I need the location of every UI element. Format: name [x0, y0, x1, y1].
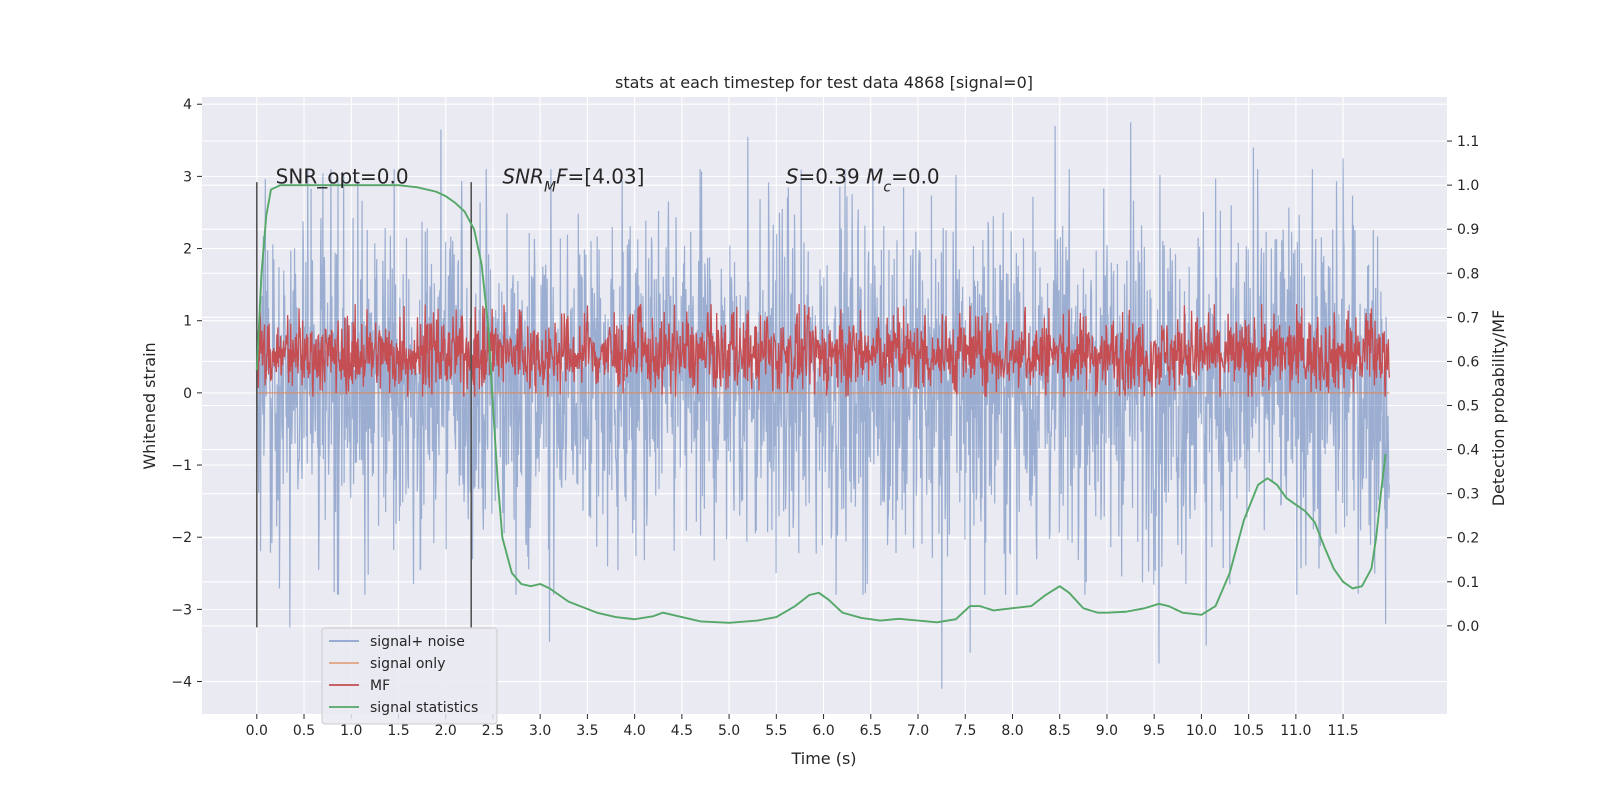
- y-right-tick-label: 0.8: [1457, 266, 1479, 282]
- x-tick-label: 4.0: [623, 723, 645, 739]
- legend-label: signal only: [370, 656, 445, 672]
- y-right-axis-ticks: 0.0 0.1 0.2 0.3 0.4 0.5 0.6 0.7 0.8 0.9 1.0 1.1: [1447, 134, 1479, 635]
- x-tick-label: 7.0: [907, 723, 929, 739]
- y-left-axis-ticks: −4 −3 −2 −1 0 1 2 3 4: [171, 97, 202, 691]
- x-tick-label: 2.5: [482, 723, 504, 739]
- x-axis-title: Time (s): [790, 749, 856, 768]
- x-tick-label: 5.5: [765, 723, 787, 739]
- signal-statistics-line: [255, 184, 1387, 624]
- x-tick-label: 11.5: [1328, 723, 1359, 739]
- y-right-tick-label: 1.1: [1457, 134, 1479, 150]
- annotations: SNR_opt=0.0 SNRMF=[4.03] S=0.39 Mc=0.0: [276, 164, 940, 195]
- x-tick-label: 8.5: [1049, 723, 1071, 739]
- y-right-tick-label: 0.2: [1457, 531, 1479, 547]
- y-left-tick-label: 1: [183, 314, 192, 330]
- x-tick-label: 0.5: [293, 723, 315, 739]
- annotation-0: SNR_opt=0.0: [276, 164, 409, 188]
- y-right-tick-label: 0.1: [1457, 575, 1479, 591]
- series-signal-statistics: [255, 184, 1387, 624]
- x-tick-label: 1.5: [387, 723, 409, 739]
- signal-noise-line: [256, 122, 1390, 689]
- y-left-axis-title: Whitened strain: [140, 342, 159, 469]
- y-left-tick-label: 3: [183, 169, 192, 185]
- x-tick-label: 6.5: [860, 723, 882, 739]
- y-left-tick-label: −3: [171, 602, 192, 618]
- x-tick-label: 3.0: [529, 723, 551, 739]
- y-right-tick-label: 1.0: [1457, 178, 1479, 194]
- y-left-tick-label: −1: [171, 458, 192, 474]
- legend-label: MF: [370, 678, 390, 694]
- x-axis-ticks: 0.0 0.5 1.0 1.5 2.0 2.5 3.0 3.5 4.0 4.5 5.0 5.5 6.0 6…: [246, 714, 1359, 739]
- y-left-tick-label: −4: [171, 675, 192, 691]
- legend-box: [321, 627, 498, 725]
- y-left-tick-label: 4: [183, 97, 192, 113]
- y-right-tick-label: 0.5: [1457, 399, 1479, 415]
- x-tick-label: 8.0: [1001, 723, 1023, 739]
- y-right-tick-label: 0.7: [1457, 310, 1479, 326]
- x-tick-label: 9.0: [1096, 723, 1118, 739]
- y-left-tick-label: 0: [183, 386, 192, 402]
- annotation-2: S=0.39 Mc=0.0: [786, 164, 940, 195]
- y-right-tick-label: 0.9: [1457, 222, 1479, 238]
- x-tick-label: 3.5: [576, 723, 598, 739]
- y-right-tick-label: 0.3: [1457, 487, 1479, 503]
- annotation-1: SNRMF=[4.03]: [502, 164, 644, 195]
- x-tick-label: 0.0: [246, 723, 268, 739]
- x-tick-label: 7.5: [954, 723, 976, 739]
- series-signal-noise: [256, 122, 1390, 689]
- series-mf: [256, 304, 1391, 397]
- x-tick-label: 10.5: [1233, 723, 1264, 739]
- y-right-tick-label: 0.0: [1457, 619, 1479, 635]
- chart-title: stats at each timestep for test data 486…: [615, 73, 1033, 92]
- x-tick-label: 4.5: [671, 723, 693, 739]
- y-right-axis-title: Detection probability/MF: [1489, 310, 1508, 507]
- legend-label: signal statistics: [370, 700, 478, 716]
- x-tick-label: 9.5: [1143, 723, 1165, 739]
- x-tick-label: 11.0: [1280, 723, 1311, 739]
- legend-label: signal+ noise: [370, 634, 465, 650]
- y-right-tick-label: 0.6: [1457, 354, 1479, 370]
- legend: signal+ noise signal only MF signal statist…: [321, 627, 498, 725]
- x-tick-label: 2.0: [435, 723, 457, 739]
- x-tick-label: 6.0: [812, 723, 834, 739]
- y-left-tick-label: 2: [183, 242, 192, 258]
- mf-line: [256, 304, 1391, 397]
- x-tick-label: 5.0: [718, 723, 740, 739]
- y-left-tick-label: −2: [171, 530, 192, 546]
- x-tick-label: 1.0: [340, 723, 362, 739]
- vertical-markers: [255, 182, 473, 628]
- x-tick-label: 10.0: [1186, 723, 1217, 739]
- y-right-tick-label: 0.4: [1457, 443, 1479, 459]
